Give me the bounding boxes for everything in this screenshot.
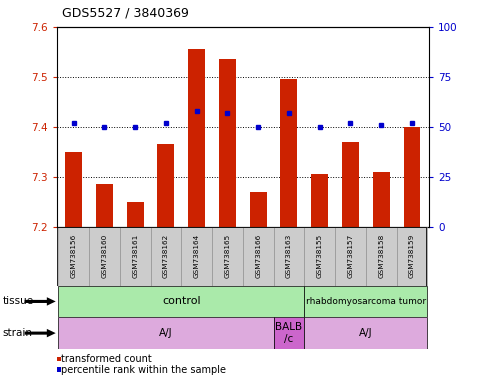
Text: GSM738166: GSM738166 bbox=[255, 234, 261, 278]
Text: rhabdomyosarcoma tumor: rhabdomyosarcoma tumor bbox=[306, 297, 426, 306]
Bar bbox=[366, 227, 396, 286]
Bar bbox=[243, 227, 274, 286]
Text: BALB
/c: BALB /c bbox=[276, 322, 303, 344]
Bar bbox=[281, 79, 297, 227]
Text: strain: strain bbox=[2, 328, 33, 338]
Text: GSM738161: GSM738161 bbox=[132, 234, 138, 278]
Text: GSM738162: GSM738162 bbox=[163, 234, 169, 278]
Text: GSM738157: GSM738157 bbox=[348, 234, 353, 278]
Text: GSM738158: GSM738158 bbox=[378, 234, 384, 278]
Bar bbox=[335, 227, 366, 286]
Text: GSM738165: GSM738165 bbox=[224, 234, 230, 278]
Bar bbox=[304, 286, 427, 317]
Bar bbox=[404, 127, 421, 227]
Bar bbox=[396, 227, 427, 286]
Text: GSM738163: GSM738163 bbox=[286, 234, 292, 278]
Text: A/J: A/J bbox=[159, 328, 173, 338]
Bar bbox=[58, 227, 89, 286]
Text: tissue: tissue bbox=[2, 296, 34, 306]
Bar bbox=[373, 172, 389, 227]
Text: control: control bbox=[162, 296, 201, 306]
Bar bbox=[250, 192, 267, 227]
Bar bbox=[65, 152, 82, 227]
Bar bbox=[127, 202, 143, 227]
Text: GSM738160: GSM738160 bbox=[102, 234, 107, 278]
Bar bbox=[120, 227, 150, 286]
Bar bbox=[212, 227, 243, 286]
Bar bbox=[181, 227, 212, 286]
Bar bbox=[157, 144, 175, 227]
Bar bbox=[96, 184, 113, 227]
Bar bbox=[304, 227, 335, 286]
Text: percentile rank within the sample: percentile rank within the sample bbox=[62, 364, 226, 375]
Bar bbox=[304, 317, 427, 349]
Bar bbox=[188, 49, 205, 227]
Text: A/J: A/J bbox=[359, 328, 373, 338]
Text: GSM738159: GSM738159 bbox=[409, 234, 415, 278]
Bar bbox=[311, 174, 328, 227]
Bar bbox=[58, 286, 304, 317]
Bar bbox=[89, 227, 120, 286]
Text: GSM738164: GSM738164 bbox=[194, 234, 200, 278]
Bar bbox=[274, 317, 304, 349]
Bar bbox=[219, 59, 236, 227]
Bar bbox=[58, 317, 274, 349]
Bar bbox=[274, 227, 304, 286]
Bar bbox=[150, 227, 181, 286]
Text: GSM738155: GSM738155 bbox=[317, 234, 323, 278]
Text: GSM738156: GSM738156 bbox=[70, 234, 76, 278]
Bar bbox=[342, 142, 359, 227]
Text: GDS5527 / 3840369: GDS5527 / 3840369 bbox=[62, 6, 188, 19]
Text: transformed count: transformed count bbox=[62, 354, 152, 364]
